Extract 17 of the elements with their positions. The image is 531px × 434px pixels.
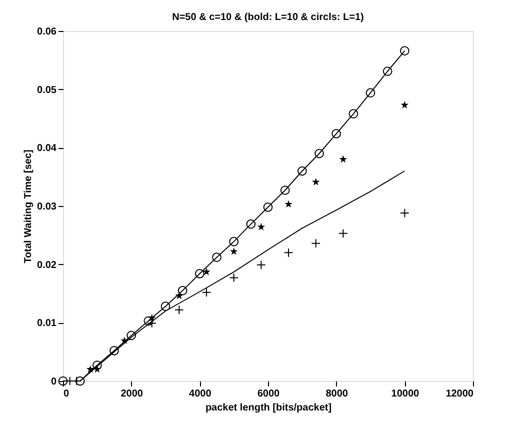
- x-tick-label: 8000: [326, 388, 348, 400]
- chart-title: N=50 & c=10 & (bold: L=10 & circls: L=1): [172, 12, 364, 23]
- y-tick-label: 0.03: [37, 202, 57, 212]
- y-tick-label: 0.05: [37, 84, 57, 96]
- x-tick-label: 2000: [120, 388, 144, 400]
- y-axis-title: Total Waiting Time [sec]: [23, 150, 34, 264]
- x-tick-label: 10000: [391, 388, 420, 400]
- x-tick-label: 12000: [446, 388, 474, 400]
- x-tick-label: 0: [64, 388, 70, 400]
- y-tick-label: 0.02: [37, 260, 57, 271]
- x-tick-label: 6000: [257, 388, 280, 400]
- y-tick-label: 0.06: [37, 26, 57, 38]
- x-axis-title: packet length [bits/packet]: [205, 402, 332, 414]
- x-tick-label: 4000: [189, 388, 212, 400]
- y-tick-label: 0.01: [37, 318, 57, 330]
- y-tick-label: 0: [50, 376, 57, 388]
- y-tick-label: 0.04: [37, 143, 57, 154]
